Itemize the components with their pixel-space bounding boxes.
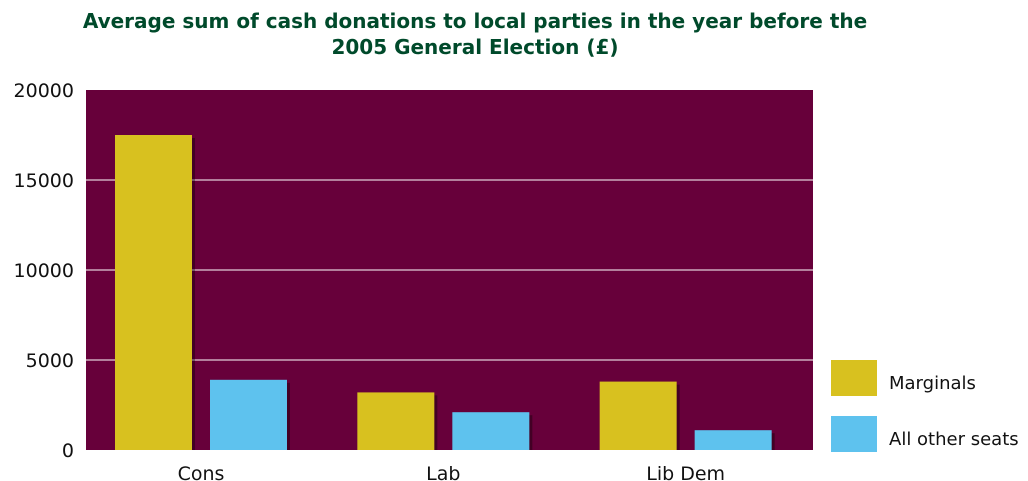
legend-swatch-all-other-seats bbox=[831, 416, 877, 452]
y-tick-label-15000: 15000 bbox=[14, 170, 74, 192]
legend-label-marginals: Marginals bbox=[889, 373, 976, 394]
chart-title-line-1: Average sum of cash donations to local p… bbox=[82, 9, 868, 33]
bar-cons-marginals bbox=[115, 135, 192, 450]
chart-title-line-2: 2005 General Election (£) bbox=[331, 35, 619, 59]
y-tick-label-10000: 10000 bbox=[14, 260, 74, 282]
bar-lab-marginals bbox=[357, 392, 435, 450]
bar-cons-all-other-seats bbox=[210, 379, 287, 450]
x-tick-label-lib-dem: Lib Dem bbox=[646, 463, 725, 481]
y-tick-label-0: 0 bbox=[62, 440, 74, 462]
chart-title: Average sum of cash donations to local p… bbox=[60, 8, 890, 60]
bar-lab-all-other-seats bbox=[452, 412, 530, 450]
x-tick-label-cons: Cons bbox=[178, 463, 225, 481]
x-tick-label-lab: Lab bbox=[426, 463, 460, 481]
y-tick-label-5000: 5000 bbox=[26, 350, 74, 372]
bar-lib-dem-marginals bbox=[599, 381, 677, 450]
bar-lib-dem-all-other-seats bbox=[694, 430, 772, 450]
legend-swatch-marginals bbox=[831, 360, 877, 396]
y-tick-label-20000: 20000 bbox=[14, 80, 74, 102]
legend-label-all-other-seats: All other seats bbox=[889, 429, 1019, 450]
